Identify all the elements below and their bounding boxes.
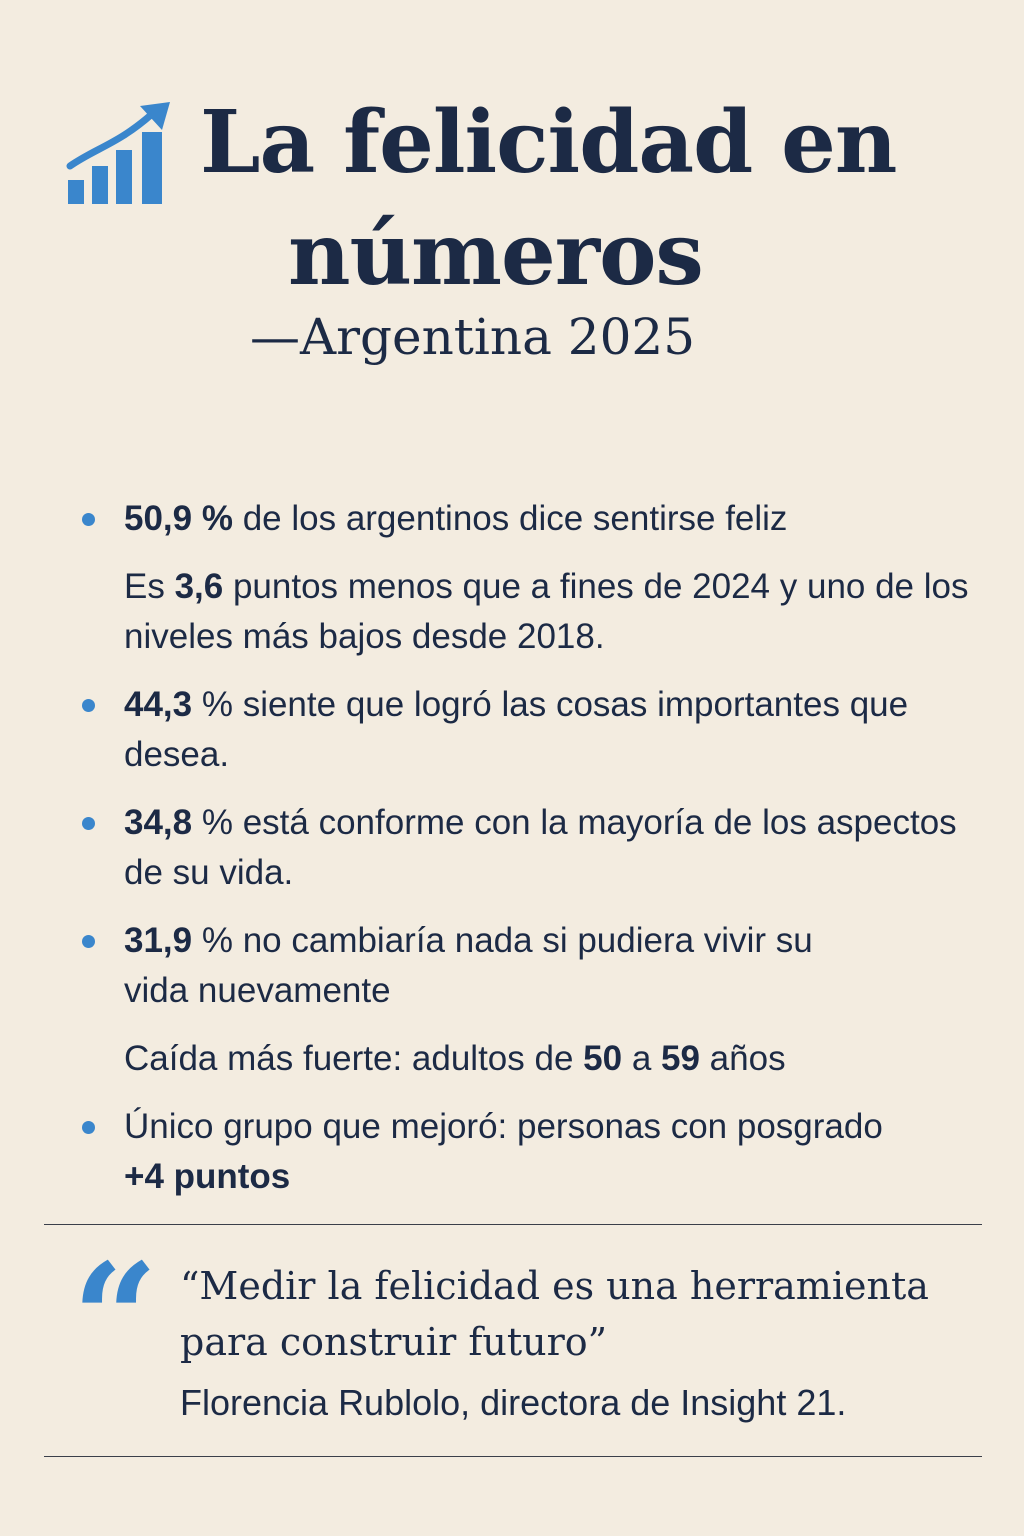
stat-value-2: 59 — [661, 1039, 700, 1078]
stat-value: 50 — [583, 1039, 623, 1078]
stat-text: % siente que logró las cosas importantes… — [124, 685, 909, 774]
page-title-line-1: La felicidad en — [200, 92, 897, 193]
page-title-line-2: números — [288, 204, 704, 305]
stat-value: 44,3 — [124, 685, 193, 724]
header: La felicidad en números —Argentina 2025 — [0, 0, 1024, 420]
stat-text: de los argentinos dice sentirse feliz — [232, 499, 788, 538]
stat-text: % está conforme con la mayoría de los as… — [124, 803, 957, 892]
stat-value: 3,6 — [174, 567, 224, 606]
divider-bottom — [44, 1456, 982, 1457]
list-item-happy: 50,9 % de los argentinos dice sentirse f… — [82, 494, 1004, 544]
stat-text: años — [699, 1039, 786, 1078]
bullet-dot — [82, 513, 95, 526]
stat-pre: Es — [124, 567, 175, 606]
stat-text: % no cambiaría nada si pudiera vivir su … — [124, 921, 813, 1010]
list-item-conforme: 34,8 % está conforme con la mayoría de l… — [82, 798, 1004, 898]
stat-text: Único grupo que mejoró: personas con pos… — [124, 1107, 883, 1146]
stat-mid: a — [622, 1039, 662, 1078]
bullet-dot — [82, 935, 95, 948]
stat-text: puntos menos que a fines de 2024 y uno d… — [124, 567, 969, 656]
stat-value: 34,8 — [124, 803, 193, 842]
bullet-dot — [82, 817, 95, 830]
list-item-strongest-drop: Caída más fuerte: adultos de 50 a 59 año… — [124, 1034, 1004, 1084]
quote-author: Florencia Rublolo, directora de Insight … — [180, 1382, 847, 1423]
quote-mark-icon: “ — [72, 1231, 159, 1407]
bullet-dot — [82, 699, 95, 712]
stat-value: 31,9 — [124, 921, 193, 960]
list-item-drop: Es 3,6 puntos menos que a fines de 2024 … — [124, 562, 1004, 662]
stat-value: 50,9 % — [124, 499, 233, 538]
list-item-achieved: 44,3 % siente que logró las cosas import… — [82, 680, 1004, 780]
divider-top — [44, 1224, 982, 1225]
bullet-dot — [82, 1121, 95, 1134]
list-item-postgrad: Único grupo que mejoró: personas con pos… — [82, 1102, 1004, 1202]
quote-text: “Medir la felicidad es una herramienta p… — [180, 1264, 929, 1364]
list-item-no-change: 31,9 % no cambiaría nada si pudiera vivi… — [82, 916, 884, 1016]
stat-pre: Caída más fuerte: adultos de — [124, 1039, 584, 1078]
page-subtitle: —Argentina 2025 — [250, 308, 696, 366]
stat-value: +4 puntos — [124, 1157, 291, 1196]
chart-trend-up-icon — [66, 102, 170, 204]
